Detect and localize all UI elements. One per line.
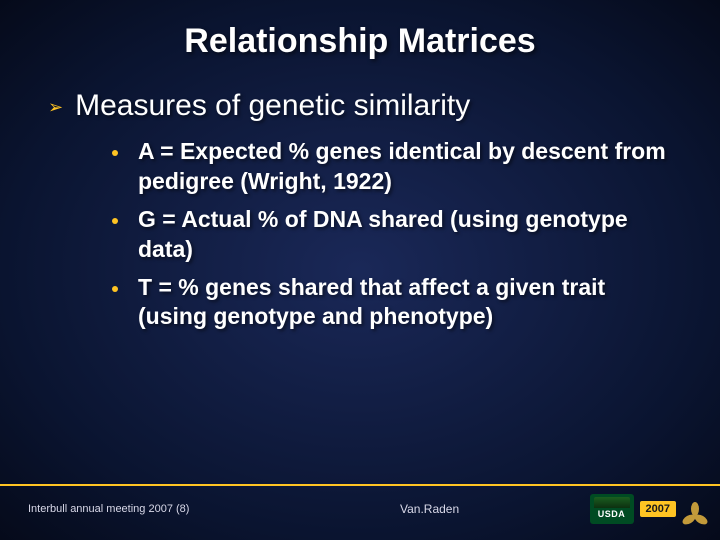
sub-bullet-item: T = % genes shared that affect a given t… — [112, 273, 680, 333]
footer-author: Van.Raden — [400, 502, 459, 516]
arrow-bullet-icon: ➢ — [48, 97, 63, 118]
sub-bullet-item: G = Actual % of DNA shared (using genoty… — [112, 205, 680, 265]
sub-bullet-text: A = Expected % genes identical by descen… — [138, 137, 680, 197]
main-bullet-text: Measures of genetic similarity — [75, 89, 470, 123]
slide: Relationship Matrices ➢ Measures of gene… — [0, 0, 720, 540]
usda-logo-label: USDA — [598, 510, 626, 519]
sub-bullet-item: A = Expected % genes identical by descen… — [112, 137, 680, 197]
dot-bullet-icon — [112, 286, 118, 292]
slide-footer: Interbull annual meeting 2007 (8) Van.Ra… — [0, 486, 720, 540]
slide-title: Relationship Matrices — [40, 22, 680, 61]
dot-bullet-icon — [112, 218, 118, 224]
main-bullet: ➢ Measures of genetic similarity — [48, 89, 680, 123]
footer-logos: USDA 2007 — [590, 494, 708, 524]
sub-bullet-text: T = % genes shared that affect a given t… — [138, 273, 680, 333]
usda-logo-icon: USDA — [590, 494, 634, 524]
sub-bullet-text: G = Actual % of DNA shared (using genoty… — [138, 205, 680, 265]
ars-logo-icon — [682, 497, 708, 521]
dot-bullet-icon — [112, 150, 118, 156]
footer-left-text: Interbull annual meeting 2007 (8) — [28, 503, 189, 515]
year-badge: 2007 — [640, 501, 676, 517]
sub-bullet-list: A = Expected % genes identical by descen… — [112, 137, 680, 332]
